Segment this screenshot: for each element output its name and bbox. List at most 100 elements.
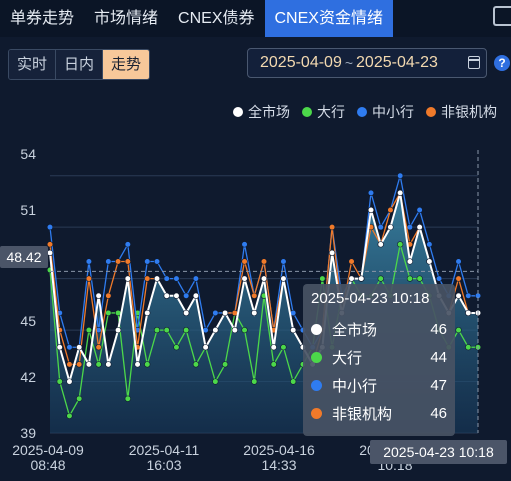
data-point [397,172,404,179]
data-point [290,326,297,334]
window-icon[interactable] [493,6,511,26]
data-point [192,361,200,368]
tab-single-bond[interactable]: 单券走势 [10,10,75,27]
data-point [406,258,414,265]
data-point [95,344,102,351]
legend-label: 全市场 [248,104,290,120]
data-point [426,258,433,265]
legend-dot-icon [426,107,436,117]
data-point [465,292,472,299]
tab-cnex-funding-sentiment[interactable]: CNEX资金情绪 [264,0,393,37]
data-point [290,378,297,385]
legend-big-banks[interactable]: 大行 [302,102,345,122]
data-point [348,258,355,265]
legend-label: 中小行 [372,104,414,120]
data-point [173,292,180,299]
tooltip-value: 47 [430,376,447,394]
data-point [251,309,258,317]
date-start: 2025-04-09 [260,54,342,71]
data-point [465,309,472,317]
data-point [153,275,161,282]
data-point [85,275,93,282]
calendar-icon[interactable] [468,56,480,69]
data-point [416,224,423,231]
dot-icon [311,323,322,335]
data-point [241,275,248,282]
segment-trend[interactable]: 走势 [103,50,150,79]
tooltip-value: 46 [430,320,447,338]
data-point [377,275,384,282]
data-point [163,292,170,299]
data-point [66,412,73,419]
period-segment: 实时 日内 走势 [8,49,151,80]
data-point [251,292,258,299]
tooltip-row: 非银机构 46 [311,399,447,427]
data-point [46,249,54,257]
data-point [387,206,394,214]
data-point [221,361,229,368]
segment-intraday[interactable]: 日内 [56,50,104,79]
data-point [144,258,151,265]
y-tick-label: 54 [20,146,36,162]
data-point [387,224,394,231]
data-point [105,309,112,317]
data-point [56,344,63,351]
data-point [192,292,200,299]
data-point [455,326,462,334]
data-point [95,292,102,299]
data-point [124,275,131,282]
data-point [319,275,326,282]
data-point [105,292,112,299]
data-point [183,309,190,317]
data-point [260,258,268,265]
data-point [348,275,355,282]
tooltip-name: 非银机构 [332,405,393,423]
data-point [397,189,404,196]
legend-dot-icon [233,107,243,117]
tooltip-value: 46 [430,404,447,422]
tab-market-sentiment[interactable]: 市场情绪 [94,10,159,27]
data-point [85,258,93,265]
x-tick-label: 2025-04-16 14:33 [243,442,315,473]
data-point [212,326,219,334]
data-point [124,241,131,248]
data-point [173,275,180,282]
data-point [455,292,462,299]
tooltip-row: 中小行 47 [311,371,447,399]
data-point [397,241,404,248]
data-tooltip: 2025-04-23 10:18 全市场 46 大行 44 中小行 47 非银机构 46 [303,284,455,436]
data-point [455,258,462,265]
chart-legend: 全市场 大行 中小行 非银机构 [233,102,497,122]
tooltip-row: 全市场 46 [311,315,447,343]
data-point [212,378,219,385]
data-point [105,361,112,368]
legend-dot-icon [302,107,312,117]
data-point [406,275,414,282]
data-point [270,361,277,368]
data-point [56,378,63,385]
data-point [406,224,414,231]
x-tick-label: 2025-04-11 16:03 [128,442,200,473]
date-separator: ~ [344,55,354,71]
data-point [46,241,54,248]
tooltip-name: 中小行 [332,377,378,395]
legend-small-banks[interactable]: 中小行 [357,102,414,122]
data-point [260,275,268,282]
data-point [367,189,375,196]
tab-cnex-bond[interactable]: CNEX债券 [178,10,255,27]
data-point [85,326,93,334]
segment-realtime[interactable]: 实时 [9,50,57,79]
data-point [95,361,102,368]
data-point [114,258,122,265]
legend-nonbank[interactable]: 非银机构 [426,102,497,122]
dot-icon [311,351,322,363]
data-point [114,326,122,334]
data-point [85,361,93,368]
dot-icon [311,407,322,419]
data-point [76,361,83,368]
data-point [153,326,161,334]
date-range-picker[interactable]: 2025-04-09 ~ 2025-04-23 [247,48,487,78]
legend-all-market[interactable]: 全市场 [233,102,290,122]
help-icon[interactable]: ? [494,55,510,71]
data-point [183,326,190,334]
